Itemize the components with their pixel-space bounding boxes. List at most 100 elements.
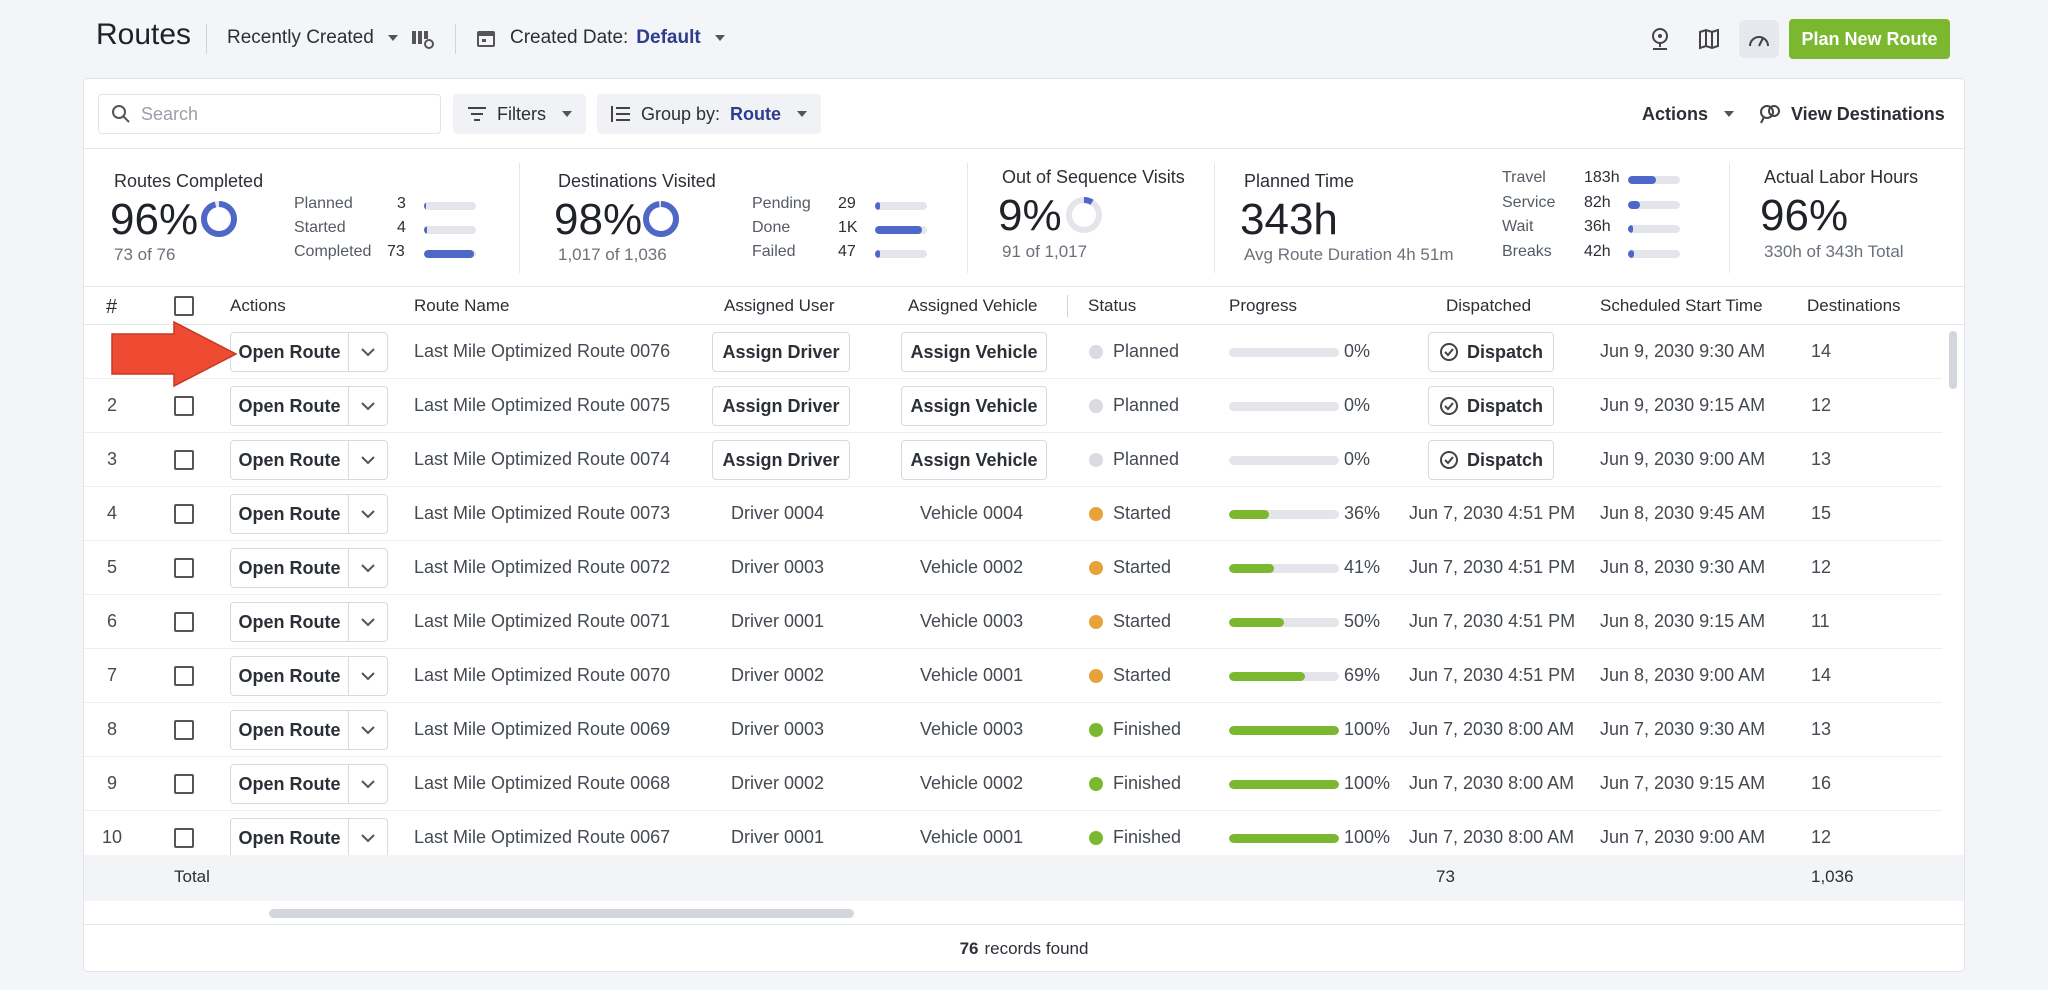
col-route-name[interactable]: Route Name bbox=[414, 296, 510, 315]
assigned-user[interactable]: Driver 0003 bbox=[731, 557, 825, 577]
row-checkbox[interactable] bbox=[174, 774, 194, 794]
open-route-button[interactable]: Open Route bbox=[231, 549, 349, 587]
table-row[interactable]: 10 Open Route Last Mile Optimized Route 00… bbox=[84, 811, 1942, 855]
date-filter-dropdown[interactable]: Created Date: Default bbox=[476, 27, 725, 49]
route-name[interactable]: Last Mile Optimized Route 0071 bbox=[414, 611, 671, 631]
actions-dropdown[interactable]: Actions bbox=[1642, 94, 1735, 134]
assigned-user[interactable]: Driver 0003 bbox=[731, 719, 825, 739]
view-destinations-button[interactable]: View Destinations bbox=[1759, 94, 1945, 134]
assign-vehicle-button[interactable]: Assign Vehicle bbox=[901, 332, 1047, 372]
horizontal-scrollbar[interactable] bbox=[269, 909, 854, 918]
route-actions-dropdown[interactable] bbox=[349, 387, 387, 425]
table-row[interactable]: 4 Open Route Last Mile Optimized Route 007… bbox=[84, 487, 1942, 541]
route-name[interactable]: Last Mile Optimized Route 0074 bbox=[414, 449, 671, 469]
assign-driver-button[interactable]: Assign Driver bbox=[712, 332, 850, 372]
dispatch-button[interactable]: Dispatch bbox=[1428, 332, 1554, 372]
route-name[interactable]: Last Mile Optimized Route 0067 bbox=[414, 827, 671, 847]
route-name[interactable]: Last Mile Optimized Route 0073 bbox=[414, 503, 671, 523]
dashboard-button[interactable] bbox=[1739, 20, 1779, 58]
route-name[interactable]: Last Mile Optimized Route 0075 bbox=[414, 395, 671, 415]
dispatch-button[interactable]: Dispatch bbox=[1428, 440, 1554, 480]
open-route-button[interactable]: Open Route bbox=[231, 711, 349, 749]
mini-bar bbox=[1628, 176, 1680, 184]
table-row[interactable]: 6 Open Route Last Mile Optimized Route 007… bbox=[84, 595, 1942, 649]
row-checkbox[interactable] bbox=[174, 666, 194, 686]
route-actions-dropdown[interactable] bbox=[349, 495, 387, 533]
open-route-button[interactable]: Open Route bbox=[231, 657, 349, 695]
assigned-vehicle[interactable]: Vehicle 0001 bbox=[920, 665, 1024, 685]
vertical-scrollbar[interactable] bbox=[1949, 331, 1957, 389]
col-progress[interactable]: Progress bbox=[1229, 296, 1298, 315]
assign-vehicle-button[interactable]: Assign Vehicle bbox=[901, 440, 1047, 480]
assigned-user[interactable]: Driver 0002 bbox=[731, 773, 825, 793]
route-actions-dropdown[interactable] bbox=[349, 549, 387, 587]
table-row[interactable]: 9 Open Route Last Mile Optimized Route 006… bbox=[84, 757, 1942, 811]
plan-new-route-button[interactable]: Plan New Route bbox=[1789, 19, 1950, 59]
table-row[interactable]: 8 Open Route Last Mile Optimized Route 006… bbox=[84, 703, 1942, 757]
table-row[interactable]: 3 Open Route Last Mile Optimized Route 007… bbox=[84, 433, 1942, 487]
table-row[interactable]: 5 Open Route Last Mile Optimized Route 007… bbox=[84, 541, 1942, 595]
route-actions-dropdown[interactable] bbox=[349, 441, 387, 479]
dispatch-button[interactable]: Dispatch bbox=[1428, 386, 1554, 426]
route-actions-dropdown[interactable] bbox=[349, 657, 387, 695]
route-actions-dropdown[interactable] bbox=[349, 819, 387, 855]
open-route-button[interactable]: Open Route bbox=[231, 495, 349, 533]
route-name[interactable]: Last Mile Optimized Route 0072 bbox=[414, 557, 671, 577]
group-by-dropdown[interactable]: Group by: Route bbox=[597, 94, 822, 134]
assigned-user[interactable]: Driver 0004 bbox=[731, 503, 825, 523]
row-checkbox[interactable] bbox=[174, 612, 194, 632]
search-input[interactable] bbox=[141, 103, 421, 125]
route-name[interactable]: Last Mile Optimized Route 0076 bbox=[414, 341, 671, 361]
map-view-button[interactable] bbox=[1689, 20, 1729, 58]
col-number[interactable]: # bbox=[106, 296, 118, 318]
assigned-vehicle[interactable]: Vehicle 0003 bbox=[920, 611, 1024, 631]
col-assigned-user[interactable]: Assigned User bbox=[724, 296, 835, 315]
assigned-user[interactable]: Driver 0001 bbox=[731, 611, 825, 631]
open-route-button[interactable]: Open Route bbox=[231, 819, 349, 855]
open-route-button[interactable]: Open Route bbox=[231, 603, 349, 641]
table-row[interactable]: 2 Open Route Last Mile Optimized Route 007… bbox=[84, 379, 1942, 433]
assigned-vehicle[interactable]: Vehicle 0004 bbox=[920, 503, 1024, 523]
table-row[interactable]: Open Route Last Mile Optimized Route 0076… bbox=[84, 325, 1942, 379]
assigned-vehicle[interactable]: Vehicle 0001 bbox=[920, 827, 1024, 847]
column-settings-button[interactable] bbox=[403, 20, 443, 58]
col-scheduled-start[interactable]: Scheduled Start Time bbox=[1600, 296, 1763, 315]
route-name[interactable]: Last Mile Optimized Route 0068 bbox=[414, 773, 671, 793]
filters-button[interactable]: Filters bbox=[453, 94, 586, 134]
col-status[interactable]: Status bbox=[1088, 296, 1137, 315]
assign-vehicle-button[interactable]: Assign Vehicle bbox=[901, 386, 1047, 426]
assigned-user[interactable]: Driver 0002 bbox=[731, 665, 825, 685]
row-checkbox[interactable] bbox=[174, 558, 194, 578]
assigned-vehicle[interactable]: Vehicle 0002 bbox=[920, 557, 1024, 577]
row-checkbox[interactable] bbox=[174, 450, 194, 470]
sort-dropdown[interactable]: Recently Created bbox=[227, 27, 398, 49]
route-actions-dropdown[interactable] bbox=[349, 603, 387, 641]
row-checkbox[interactable] bbox=[174, 828, 194, 848]
open-route-button[interactable]: Open Route bbox=[231, 765, 349, 803]
location-button[interactable] bbox=[1640, 20, 1680, 58]
open-route-button[interactable]: Open Route bbox=[231, 387, 349, 425]
open-route-button[interactable]: Open Route bbox=[231, 333, 349, 371]
assign-driver-button[interactable]: Assign Driver bbox=[712, 440, 850, 480]
open-route-button[interactable]: Open Route bbox=[231, 441, 349, 479]
search-box[interactable] bbox=[98, 94, 441, 134]
column-divider[interactable] bbox=[1067, 295, 1068, 317]
table-row[interactable]: 7 Open Route Last Mile Optimized Route 007… bbox=[84, 649, 1942, 703]
stats-panel: Routes Completed 96% 73 of 76 Planned 3 … bbox=[84, 149, 1964, 287]
row-checkbox[interactable] bbox=[174, 396, 194, 416]
assigned-vehicle[interactable]: Vehicle 0003 bbox=[920, 719, 1024, 739]
assign-driver-button[interactable]: Assign Driver bbox=[712, 386, 850, 426]
route-actions-dropdown[interactable] bbox=[349, 333, 387, 371]
col-destinations[interactable]: Destinations bbox=[1807, 296, 1901, 315]
col-assigned-vehicle[interactable]: Assigned Vehicle bbox=[908, 296, 1038, 315]
assigned-vehicle[interactable]: Vehicle 0002 bbox=[920, 773, 1024, 793]
col-dispatched[interactable]: Dispatched bbox=[1446, 296, 1532, 315]
select-all-checkbox[interactable] bbox=[174, 296, 194, 316]
route-name[interactable]: Last Mile Optimized Route 0069 bbox=[414, 719, 671, 739]
route-actions-dropdown[interactable] bbox=[349, 711, 387, 749]
assigned-user[interactable]: Driver 0001 bbox=[731, 827, 825, 847]
route-name[interactable]: Last Mile Optimized Route 0070 bbox=[414, 665, 671, 685]
row-checkbox[interactable] bbox=[174, 720, 194, 740]
row-checkbox[interactable] bbox=[174, 504, 194, 524]
route-actions-dropdown[interactable] bbox=[349, 765, 387, 803]
